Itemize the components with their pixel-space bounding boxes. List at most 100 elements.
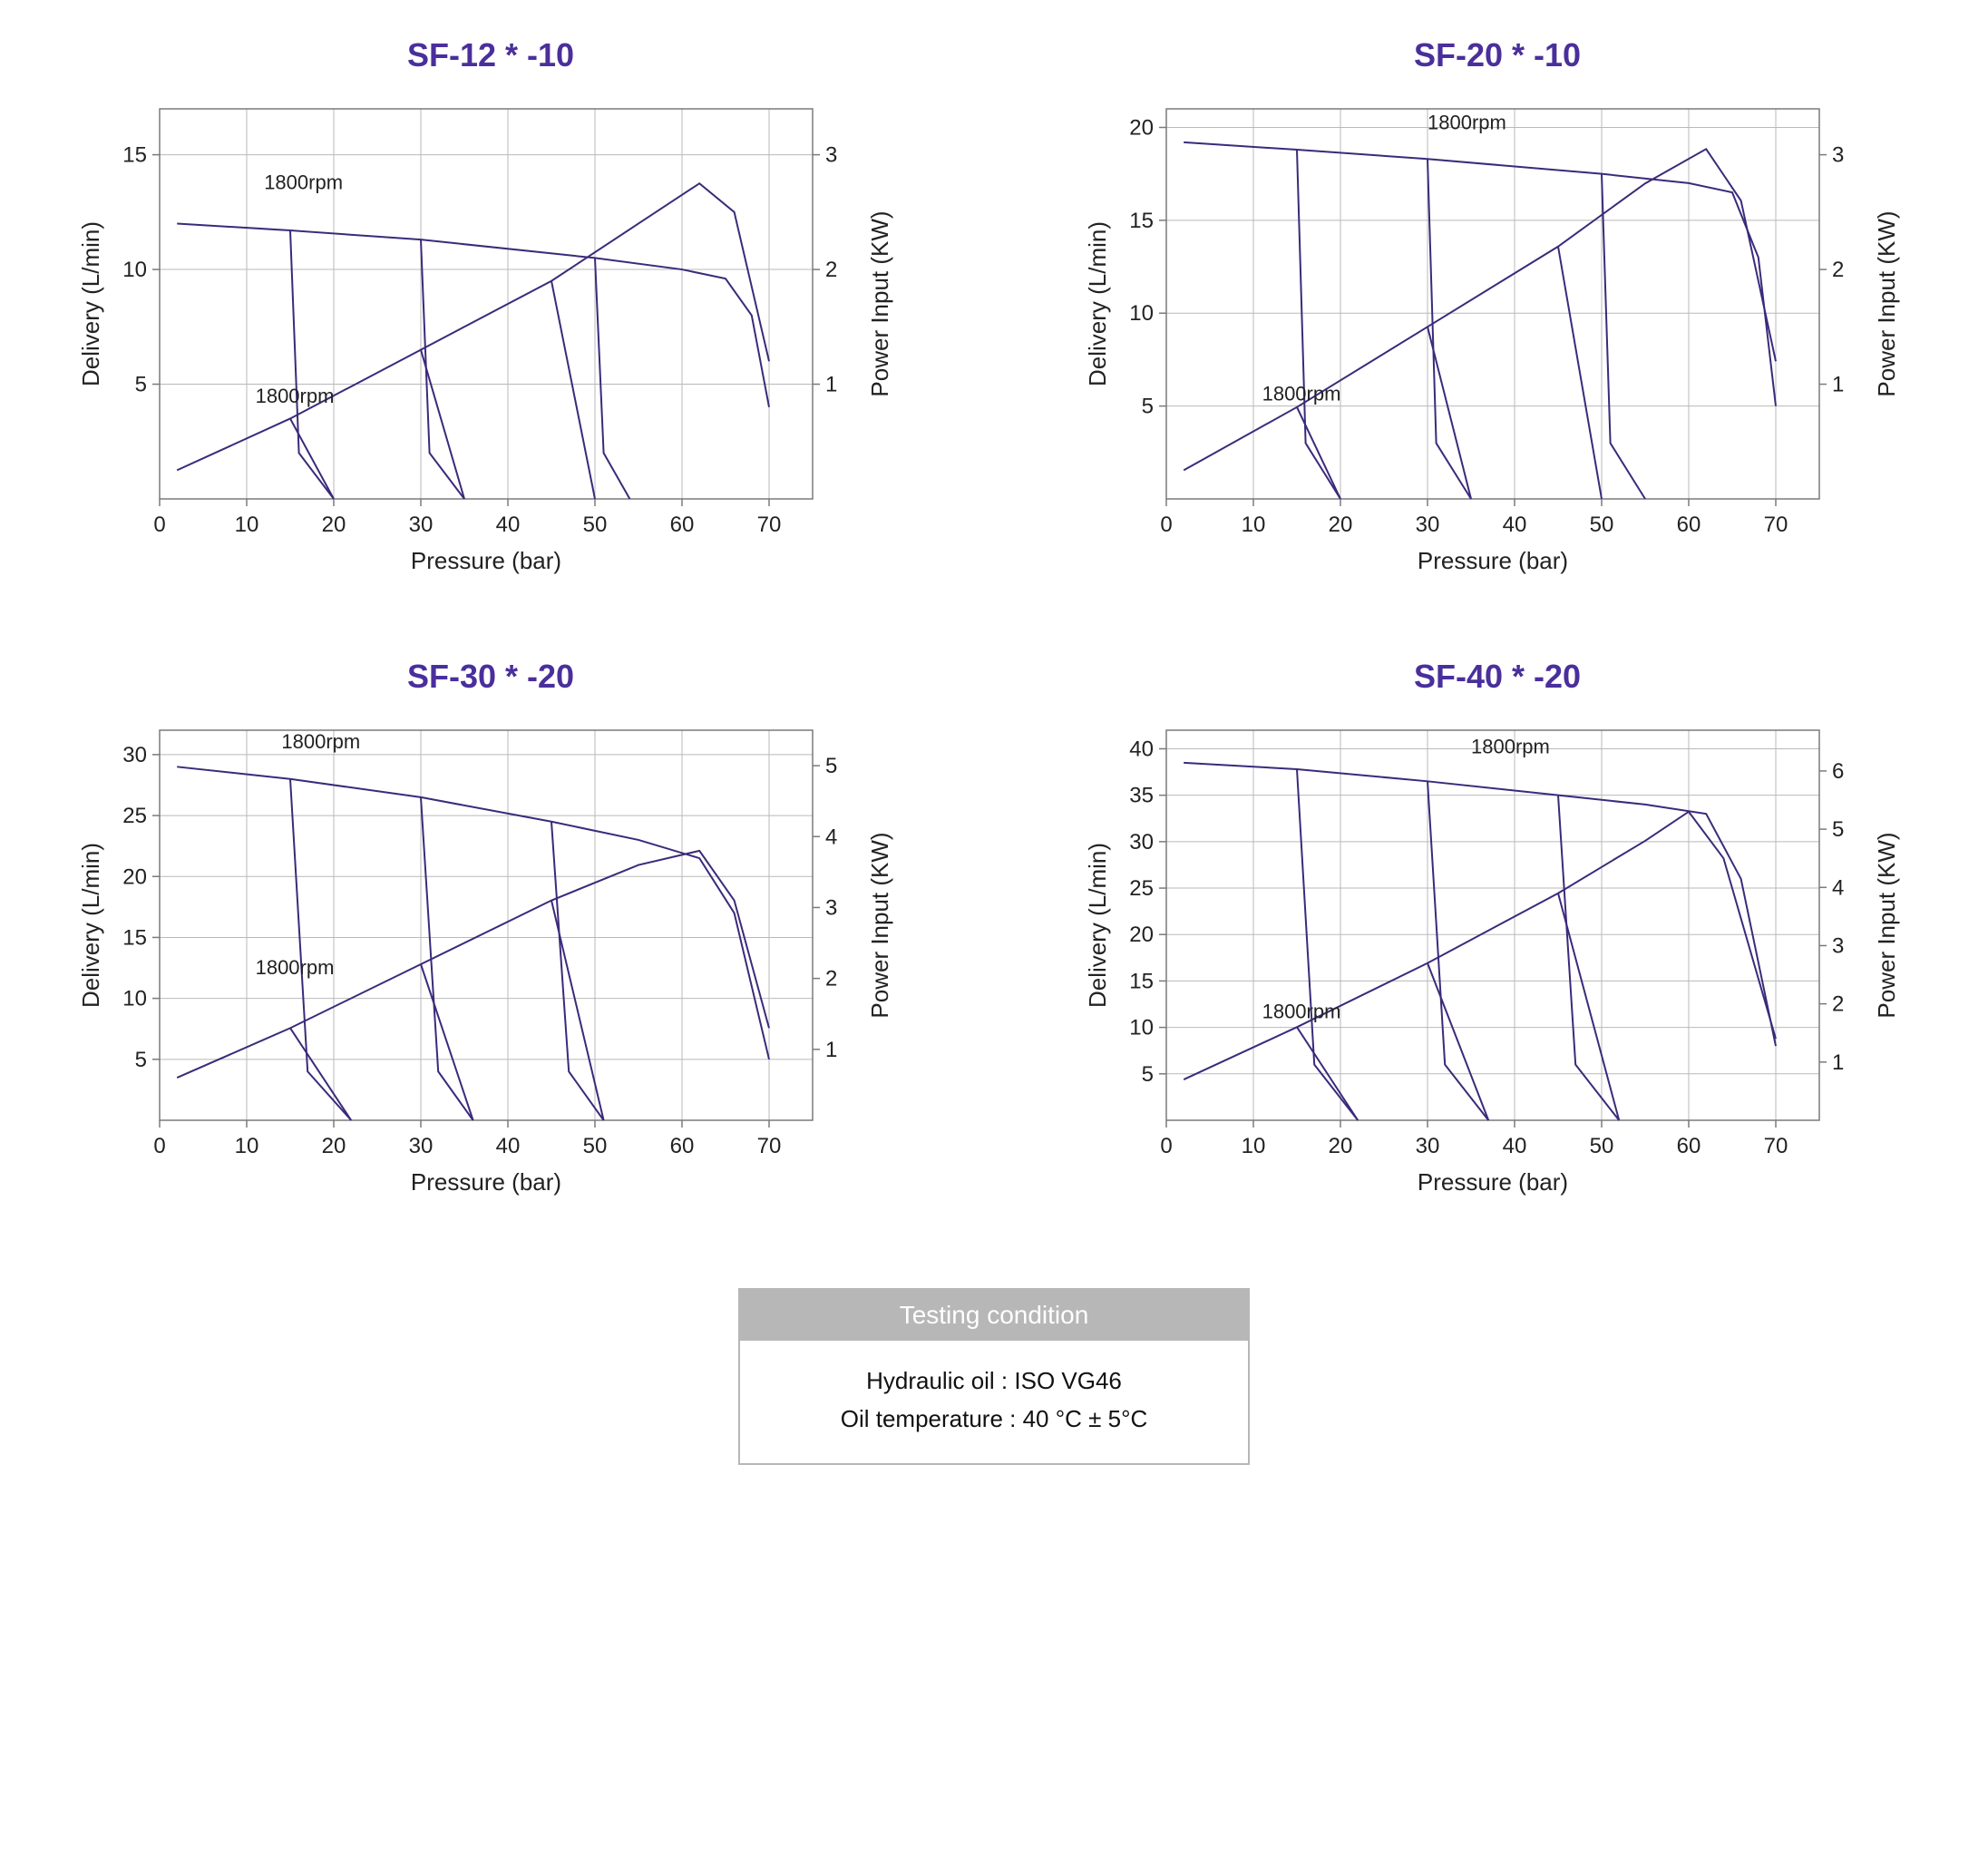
svg-text:30: 30 [1416,513,1440,537]
svg-text:3: 3 [825,143,837,168]
svg-text:3: 3 [825,895,837,920]
chart-title-sf20: SF-20 * -10 [1414,36,1581,74]
testing-condition-body: Hydraulic oil : ISO VG46 Oil temperature… [740,1341,1248,1463]
svg-text:2: 2 [825,258,837,282]
svg-text:20: 20 [322,1134,346,1158]
svg-text:10: 10 [235,513,259,537]
svg-text:20: 20 [1129,923,1154,947]
svg-text:1800rpm: 1800rpm [264,171,343,194]
svg-text:Power Input (KW): Power Input (KW) [866,832,893,1018]
svg-text:10: 10 [1242,1134,1266,1158]
svg-text:0: 0 [1160,1134,1172,1158]
svg-text:20: 20 [122,864,147,889]
chart-sf12: SF-12 * -10 01020304050607051015123Press… [42,36,940,585]
svg-text:2: 2 [825,967,837,991]
svg-text:25: 25 [122,804,147,828]
svg-text:1: 1 [1832,373,1844,397]
svg-text:20: 20 [1329,513,1353,537]
svg-text:1800rpm: 1800rpm [1428,112,1506,134]
chart-svg-sf20: 0 10 20 30 40 50 60 70 5 10 15 20 1 2 3 Pressure (bar) D… [1080,91,1915,585]
svg-text:70: 70 [757,1134,782,1158]
testing-condition-heading: Testing condition [740,1290,1248,1341]
svg-text:30: 30 [409,1134,434,1158]
chart-title-sf30: SF-30 * -20 [407,658,574,696]
svg-text:0: 0 [153,513,165,537]
svg-text:10: 10 [122,987,147,1011]
svg-text:Delivery (L/min): Delivery (L/min) [77,221,104,386]
svg-text:1800rpm: 1800rpm [256,956,335,979]
svg-text:30: 30 [1129,830,1154,854]
chart-svg-sf30: 0102030405060705101520253012345Pressure … [73,712,908,1206]
svg-text:15: 15 [1129,969,1154,993]
svg-text:5: 5 [1142,1062,1154,1087]
svg-text:50: 50 [1590,1134,1614,1158]
svg-text:15: 15 [122,925,147,950]
chart-title-sf40: SF-40 * -20 [1414,658,1581,696]
svg-text:Power Input (KW): Power Input (KW) [866,210,893,396]
svg-text:40: 40 [1503,1134,1527,1158]
svg-text:20: 20 [1129,115,1154,140]
svg-text:Delivery (L/min): Delivery (L/min) [1084,221,1111,386]
condition-line-2: Oil temperature : 40 °C ± 5°C [740,1401,1248,1439]
chart-title-sf12: SF-12 * -10 [407,36,574,74]
svg-text:4: 4 [825,825,837,849]
svg-text:0: 0 [1160,513,1172,537]
svg-text:Pressure (bar): Pressure (bar) [411,547,561,574]
charts-grid: SF-12 * -10 01020304050607051015123Press… [42,36,1946,1206]
svg-text:Power Input (KW): Power Input (KW) [1873,832,1900,1018]
svg-text:70: 70 [757,513,782,537]
svg-text:4: 4 [1832,875,1844,900]
svg-text:5: 5 [1142,395,1154,419]
svg-text:70: 70 [1764,1134,1788,1158]
svg-text:10: 10 [1242,513,1266,537]
svg-text:60: 60 [670,1134,695,1158]
svg-text:3: 3 [1832,933,1844,958]
svg-text:1800rpm: 1800rpm [281,730,360,753]
svg-text:40: 40 [496,513,521,537]
svg-text:40: 40 [496,1134,521,1158]
svg-text:15: 15 [122,143,147,168]
svg-text:10: 10 [1129,301,1154,326]
svg-text:1: 1 [1832,1050,1844,1075]
svg-text:70: 70 [1764,513,1788,537]
svg-text:1800rpm: 1800rpm [1471,736,1550,758]
chart-svg-sf40: 010203040506070510152025303540123456Pres… [1080,712,1915,1206]
svg-text:Pressure (bar): Pressure (bar) [1418,1168,1568,1196]
svg-text:5: 5 [825,754,837,778]
svg-text:50: 50 [1590,513,1614,537]
svg-text:30: 30 [1416,1134,1440,1158]
condition-line-1: Hydraulic oil : ISO VG46 [740,1362,1248,1401]
svg-text:2: 2 [1832,992,1844,1017]
chart-sf30: SF-30 * -20 0102030405060705101520253012… [42,658,940,1206]
svg-text:15: 15 [1129,209,1154,233]
svg-text:10: 10 [1129,1016,1154,1040]
svg-text:1: 1 [825,373,837,397]
svg-text:Delivery (L/min): Delivery (L/min) [1084,843,1111,1008]
svg-text:5: 5 [135,1048,147,1072]
chart-sf40: SF-40 * -20 0102030405060705101520253035… [1048,658,1946,1206]
svg-text:40: 40 [1503,513,1527,537]
svg-text:3: 3 [1832,143,1844,168]
svg-text:5: 5 [135,373,147,397]
svg-text:2: 2 [1832,258,1844,282]
svg-text:50: 50 [583,1134,608,1158]
svg-text:20: 20 [322,513,346,537]
svg-text:Power Input (KW): Power Input (KW) [1873,210,1900,396]
svg-text:5: 5 [1832,817,1844,842]
svg-text:40: 40 [1129,737,1154,761]
svg-text:Pressure (bar): Pressure (bar) [1418,547,1568,574]
svg-text:1: 1 [825,1038,837,1062]
svg-text:30: 30 [122,743,147,767]
svg-text:60: 60 [1677,513,1701,537]
svg-text:1800rpm: 1800rpm [256,385,335,407]
svg-text:10: 10 [122,258,147,282]
svg-text:Delivery (L/min): Delivery (L/min) [77,843,104,1008]
svg-text:Pressure (bar): Pressure (bar) [411,1168,561,1196]
svg-text:1800rpm: 1800rpm [1262,1000,1341,1022]
chart-svg-sf12: 01020304050607051015123Pressure (bar)Del… [73,91,908,585]
chart-sf20: SF-20 * -10 0 10 20 30 40 50 60 70 5 10 15 20 1 2 3 Pre… [1048,36,1946,585]
svg-text:6: 6 [1832,759,1844,784]
svg-text:35: 35 [1129,784,1154,808]
svg-text:60: 60 [670,513,695,537]
svg-text:10: 10 [235,1134,259,1158]
